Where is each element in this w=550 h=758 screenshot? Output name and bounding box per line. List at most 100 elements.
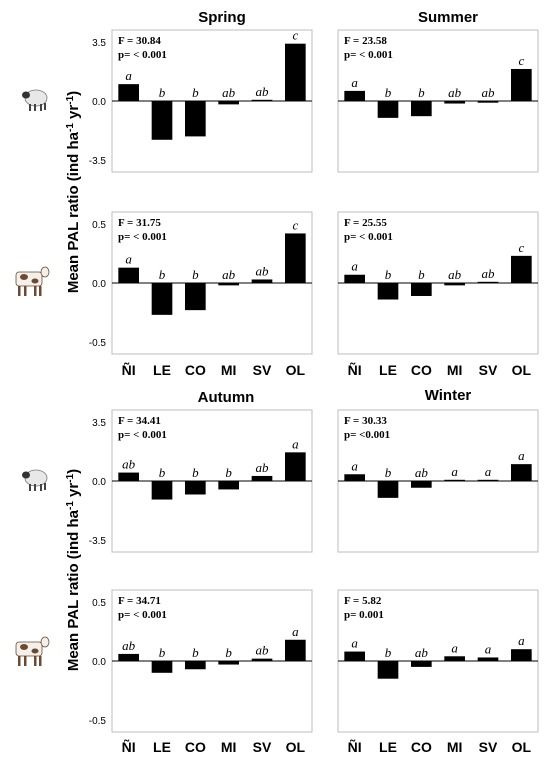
significance-letter: b xyxy=(192,267,199,282)
bar-CO xyxy=(411,661,432,667)
bar-LE xyxy=(151,101,173,140)
significance-letter: c xyxy=(518,53,524,68)
p-value: p= < 0.001 xyxy=(344,231,393,243)
bar-LE xyxy=(377,481,399,498)
significance-letter: ab xyxy=(415,465,429,480)
y-tick-label: 0.0 xyxy=(92,657,106,668)
bar-SV xyxy=(477,281,499,283)
p-value: p= < 0.001 xyxy=(118,429,167,441)
bar-OL xyxy=(511,68,532,101)
y-tick-label: -0.5 xyxy=(89,338,107,349)
cow-icon xyxy=(15,636,50,666)
significance-letter: b xyxy=(385,645,392,660)
y-tick-label: 0.5 xyxy=(92,598,106,609)
bar-MI xyxy=(218,661,239,665)
season-title-spring: Spring xyxy=(198,9,246,26)
y-axis-label-bottom: Mean PAL ratio (ind ha-1 yr-1) xyxy=(65,469,82,671)
sheep-icon xyxy=(22,89,48,111)
sheep-icon xyxy=(22,469,48,491)
x-tick-label: OL xyxy=(512,362,532,378)
bar-SV xyxy=(477,101,499,103)
bar-SV xyxy=(477,479,499,481)
x-tick-label: SV xyxy=(479,739,498,755)
p-value: p= < 0.001 xyxy=(118,231,167,243)
bar-SV xyxy=(251,658,273,661)
bar-OL xyxy=(511,649,532,661)
bar-LE xyxy=(151,481,173,500)
bar-MI xyxy=(444,479,465,481)
x-tick-label: OL xyxy=(286,362,306,378)
bar-CO xyxy=(185,283,206,311)
bar-ÑI xyxy=(118,267,139,283)
significance-letter: ab xyxy=(222,85,236,100)
significance-letter: b xyxy=(385,267,392,282)
bar-OL xyxy=(285,233,306,283)
y-tick-label: 0.0 xyxy=(92,477,106,488)
bar-MI xyxy=(444,283,465,286)
significance-letter: b xyxy=(225,645,232,660)
x-tick-label: LE xyxy=(153,739,171,755)
x-tick-label: SV xyxy=(479,362,498,378)
significance-letter: ab xyxy=(482,266,496,281)
significance-letter: b xyxy=(385,85,392,100)
x-tick-label: ÑI xyxy=(122,738,136,755)
x-tick-label: CO xyxy=(411,362,432,378)
significance-letter: a xyxy=(351,259,358,274)
significance-letter: ab xyxy=(256,460,270,475)
significance-letter: b xyxy=(192,85,199,100)
bar-CO xyxy=(185,481,206,495)
significance-letter: ab xyxy=(256,84,270,99)
p-value: p= 0.001 xyxy=(344,609,384,621)
bar-MI xyxy=(444,656,465,661)
y-tick-label: 3.5 xyxy=(92,418,106,429)
bar-MI xyxy=(444,101,465,104)
significance-letter: c xyxy=(292,28,298,43)
significance-letter: b xyxy=(385,465,392,480)
f-statistic: F = 23.58 xyxy=(344,35,387,47)
significance-letter: ab xyxy=(256,643,270,658)
bar-LE xyxy=(377,661,399,679)
f-statistic: F = 5.82 xyxy=(344,595,382,607)
significance-letter: b xyxy=(225,465,232,480)
significance-letter: a xyxy=(451,464,458,479)
bar-MI xyxy=(218,283,239,286)
f-statistic: F = 34.41 xyxy=(118,415,161,427)
significance-letter: a xyxy=(485,641,492,656)
significance-letter: a xyxy=(125,68,132,83)
bar-CO xyxy=(411,481,432,488)
significance-letter: b xyxy=(192,465,199,480)
bar-SV xyxy=(251,279,273,283)
p-value: p= <0.001 xyxy=(344,429,390,441)
bar-CO xyxy=(185,101,206,137)
significance-letter: b xyxy=(192,645,199,660)
y-tick-label: 0.0 xyxy=(92,97,106,108)
significance-letter: b xyxy=(159,85,166,100)
significance-letter: a xyxy=(451,640,458,655)
x-tick-label: ÑI xyxy=(122,361,136,378)
significance-letter: b xyxy=(418,85,425,100)
season-title-winter: Winter xyxy=(425,387,472,404)
season-title-autumn: Autumn xyxy=(198,389,255,406)
significance-letter: ab xyxy=(482,85,496,100)
bar-OL xyxy=(511,255,532,283)
significance-letter: a xyxy=(485,464,492,479)
y-axis-label-top: Mean PAL ratio (ind ha-1 yr-1) xyxy=(65,91,82,293)
bar-CO xyxy=(411,283,432,296)
significance-letter: a xyxy=(292,624,299,639)
season-title-summer: Summer xyxy=(418,9,478,26)
significance-letter: a xyxy=(351,636,358,651)
bar-LE xyxy=(377,283,399,300)
chart-panel-autumn-cow: 0.5 0.0 -0.5 F = 34.71 p= < 0.001 ab b b b ab a ÑI L… xyxy=(89,589,313,755)
bar-ÑI xyxy=(344,274,365,283)
f-statistic: F = 30.33 xyxy=(344,415,387,427)
f-statistic: F = 31.75 xyxy=(118,217,161,229)
y-tick-label: 0.0 xyxy=(92,279,106,290)
significance-letter: a xyxy=(351,75,358,90)
y-tick-label: -3.5 xyxy=(89,156,107,167)
significance-letter: a xyxy=(518,448,525,463)
significance-letter: ab xyxy=(448,85,462,100)
